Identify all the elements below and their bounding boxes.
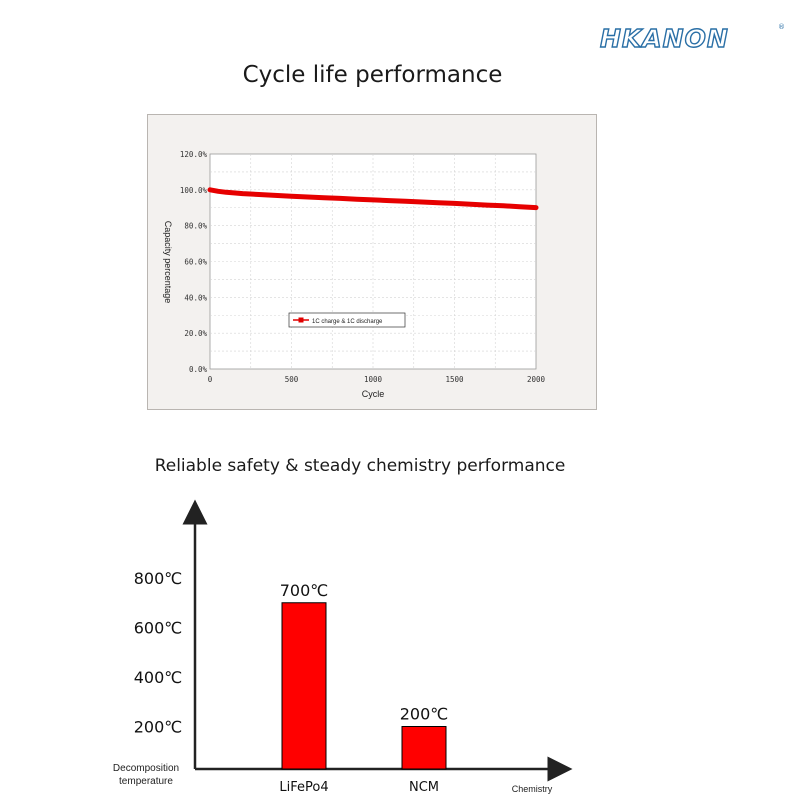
y-tick-labels: 200℃ 400℃ 600℃ 800℃	[134, 569, 183, 737]
y-tick-label: 80.0%	[184, 222, 207, 231]
cycle-life-title: Cycle life performance	[242, 62, 503, 88]
plot-area	[209, 153, 537, 370]
series-line-1c-charge-discharge	[207, 187, 539, 211]
category-labels: LiFePo4 NCM	[279, 780, 439, 795]
y-tick-label: 120.0%	[180, 150, 208, 159]
y-axis-label: Capacity percentage	[163, 221, 173, 304]
x-tick-labels: 0 500 1000 1500 2000	[208, 375, 546, 384]
bars	[281, 602, 447, 770]
x-axis-label: Cycle	[362, 389, 385, 399]
y-tick-labels: 0.0% 20.0% 40.0% 60.0% 80.0% 100.0% 120.0%	[180, 150, 208, 374]
y-tick-label: 20.0%	[184, 329, 207, 338]
bar-lifepo4	[281, 602, 327, 770]
registered-mark: ®	[778, 23, 785, 31]
x-tick-label: 1000	[364, 375, 383, 384]
y-tick-label: 800℃	[134, 569, 183, 588]
value-label: 700℃	[280, 581, 329, 600]
safety-title: Reliable safety & steady chemistry perfo…	[154, 456, 566, 476]
x-axis-label: Chemistry	[512, 784, 553, 794]
x-tick-label: 2000	[527, 375, 546, 384]
legend-marker	[298, 317, 304, 323]
x-tick-label: 1500	[445, 375, 464, 384]
value-label: 200℃	[400, 705, 449, 724]
y-tick-label: 0.0%	[189, 365, 208, 374]
y-axis-label-line1: Decomposition	[113, 763, 179, 774]
logo-text: HKANON	[600, 24, 729, 53]
y-tick-label: 600℃	[134, 619, 183, 638]
y-tick-label: 400℃	[134, 668, 183, 687]
legend-box	[288, 312, 406, 328]
category-label: LiFePo4	[279, 780, 328, 795]
decomposition-temperature-chart: 200℃ 400℃ 600℃ 800℃ LiFePo4 NCM 700℃ 200℃ Dec…	[113, 499, 573, 795]
y-tick-label: 60.0%	[184, 258, 207, 267]
x-tick-label: 500	[285, 375, 299, 384]
y-tick-label: 200℃	[134, 718, 183, 737]
y-tick-label: 40.0%	[184, 293, 207, 302]
hkanon-logo: HKANON ®	[599, 23, 785, 54]
category-label: NCM	[409, 780, 439, 795]
bar-ncm	[401, 726, 447, 770]
cycle-life-chart: 0.0% 20.0% 40.0% 60.0% 80.0% 100.0% 120.0% 0 50…	[163, 150, 546, 399]
legend: 1C charge & 1C discharge	[288, 312, 406, 328]
legend-label: 1C charge & 1C discharge	[312, 319, 383, 325]
value-labels: 700℃ 200℃	[280, 581, 449, 724]
y-axis-label-line2: temperature	[119, 776, 173, 787]
y-tick-label: 100.0%	[180, 186, 208, 195]
x-tick-label: 0	[208, 375, 213, 384]
